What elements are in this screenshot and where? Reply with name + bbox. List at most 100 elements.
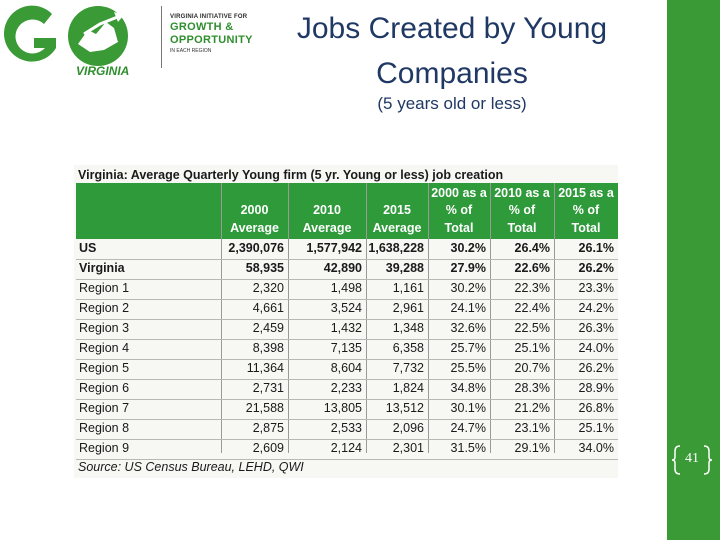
row-label: Virginia: [79, 261, 125, 275]
table-row: Region 9 2,609 2,124 2,301 31.5% 29.1% 34.0%: [76, 439, 618, 460]
table-cell: 1,498: [330, 281, 362, 295]
table-cell: 4,661: [252, 301, 284, 315]
table-cell: 7,732: [392, 361, 424, 375]
slide-title: Jobs Created by Young Companies: [296, 12, 608, 90]
row-label: Region 2: [79, 301, 130, 315]
table-header-cell: 2000 Average: [221, 185, 288, 237]
table-header-text: 2010 as a % of Total: [494, 186, 550, 235]
table-row: Region 2 4,661 3,524 2,961 24.1% 22.4% 24.2%: [76, 299, 618, 320]
logo-divider: [161, 6, 162, 68]
table-header-background: [76, 183, 618, 239]
table-cell: 22.4%: [514, 301, 550, 315]
table-cell: 2,731: [252, 381, 284, 395]
table-cell: 25.1%: [514, 341, 550, 355]
table-cell: 26.8%: [578, 401, 614, 415]
table-cell: 1,432: [330, 321, 362, 335]
table-cell: 21.2%: [514, 401, 550, 415]
table-cell: 24.2%: [578, 301, 614, 315]
table-row: Virginia 58,935 42,890 39,288 27.9% 22.6% 26.2…: [76, 259, 618, 280]
page-number-badge: 41: [671, 444, 713, 476]
table-cell: 32.6%: [450, 321, 486, 335]
table-row: Region 4 8,398 7,135 6,358 25.7% 25.1% 24.0%: [76, 339, 618, 360]
table-cell: 25.7%: [450, 341, 486, 355]
logo-state-text: VIRGINIA: [76, 64, 130, 78]
table-cell: 26.2%: [578, 361, 614, 375]
table-column-divider: [490, 183, 491, 453]
table-column-divider: [221, 183, 222, 453]
table-column-divider: [554, 183, 555, 453]
table-cell: 8,604: [330, 361, 362, 375]
table-row: Region 5 11,364 8,604 7,732 25.5% 20.7% 26.2%: [76, 359, 618, 380]
go-virginia-logo: VIRGINIA VIRGINIA INITIATIVE FOR GROWTH …: [0, 0, 260, 82]
table-cell: 26.2%: [578, 261, 614, 275]
table-cell: 24.7%: [450, 421, 486, 435]
row-label: Region 9: [79, 441, 130, 455]
logo-tagline: VIRGINIA INITIATIVE FOR GROWTH & OPPORTU…: [170, 14, 253, 54]
table-row: Region 3 2,459 1,432 1,348 32.6% 22.5% 26.3%: [76, 319, 618, 340]
table-column-divider: [288, 183, 289, 453]
table-cell: 2,609: [252, 441, 284, 455]
table-cell: 20.7%: [514, 361, 550, 375]
table-cell: 6,358: [392, 341, 424, 355]
row-label: Region 8: [79, 421, 130, 435]
table-cell: 3,524: [330, 301, 362, 315]
table-cell: 2,096: [392, 421, 424, 435]
table-cell: 22.6%: [514, 261, 550, 275]
table-header-text: 2015 as a % of Total: [558, 186, 614, 235]
table-cell: 24.1%: [450, 301, 486, 315]
table-header-cell: 2015 Average: [366, 185, 428, 237]
row-label: Region 1: [79, 281, 130, 295]
tagline-line1: GROWTH &: [170, 21, 234, 33]
table-row: Region 1 2,320 1,498 1,161 30.2% 22.3% 23.3%: [76, 279, 618, 300]
table-cell: 21,588: [245, 401, 284, 415]
table-cell: 1,577,942: [306, 241, 362, 255]
table-cell: 22.5%: [514, 321, 550, 335]
row-label: Region 5: [79, 361, 130, 375]
table-row: US 2,390,076 1,577,942 1,638,228 30.2% 26.4% 2…: [76, 239, 618, 260]
table-header-cell: 2010 as a % of Total: [490, 185, 554, 237]
table-cell: 2,875: [252, 421, 284, 435]
table-cell: 2,459: [252, 321, 284, 335]
table-title: Virginia: Average Quarterly Young firm (…: [78, 168, 504, 182]
table-row: Region 6 2,731 2,233 1,824 34.8% 28.3% 28.9%: [76, 379, 618, 400]
table-cell: 26.4%: [514, 241, 550, 255]
table-cell: 31.5%: [450, 441, 486, 455]
table-cell: 29.1%: [514, 441, 550, 455]
table-cell: 8,398: [252, 341, 284, 355]
table-cell: 25.1%: [578, 421, 614, 435]
job-creation-table: Virginia: Average Quarterly Young firm (…: [74, 165, 618, 478]
table-cell: 22.3%: [514, 281, 550, 295]
table-cell: 24.0%: [578, 341, 614, 355]
table-cell: 39,288: [385, 261, 424, 275]
table-cell: 1,161: [392, 281, 424, 295]
tagline-line2: OPPORTUNITY: [170, 34, 253, 46]
table-cell: 2,124: [330, 441, 362, 455]
table-header-cell: 2015 as a % of Total: [554, 185, 618, 237]
table-cell: 26.3%: [578, 321, 614, 335]
table-header-text: 2000 Average: [230, 203, 279, 235]
table-cell: 42,890: [323, 261, 362, 275]
table-cell: 1,348: [392, 321, 424, 335]
table-cell: 2,233: [330, 381, 362, 395]
table-cell: 30.2%: [450, 241, 486, 255]
table-cell: 30.2%: [450, 281, 486, 295]
table-source: Source: US Census Bureau, LEHD, QWI: [78, 460, 304, 474]
table-cell: 1,824: [392, 381, 424, 395]
table-cell: 11,364: [246, 361, 284, 375]
table-row: Region 7 21,588 13,805 13,512 30.1% 21.2% 26.8…: [76, 399, 618, 420]
table-header-text: 2015 Average: [372, 203, 422, 235]
row-label: Region 4: [79, 341, 130, 355]
table-header-text: 2000 as a % of Total: [431, 186, 487, 235]
table-cell: 30.1%: [450, 401, 486, 415]
table-cell: 34.8%: [450, 381, 486, 395]
row-label: Region 7: [79, 401, 130, 415]
right-accent-band: [667, 0, 720, 540]
table-cell: 2,320: [252, 281, 284, 295]
table-header-text: 2010 Average: [302, 203, 352, 235]
table-cell: 13,805: [323, 401, 362, 415]
table-cell: 27.9%: [450, 261, 486, 275]
go-logo-mark: [3, 5, 128, 66]
row-label: US: [79, 241, 97, 255]
table-cell: 28.3%: [514, 381, 550, 395]
table-row: Region 8 2,875 2,533 2,096 24.7% 23.1% 25.1%: [76, 419, 618, 440]
